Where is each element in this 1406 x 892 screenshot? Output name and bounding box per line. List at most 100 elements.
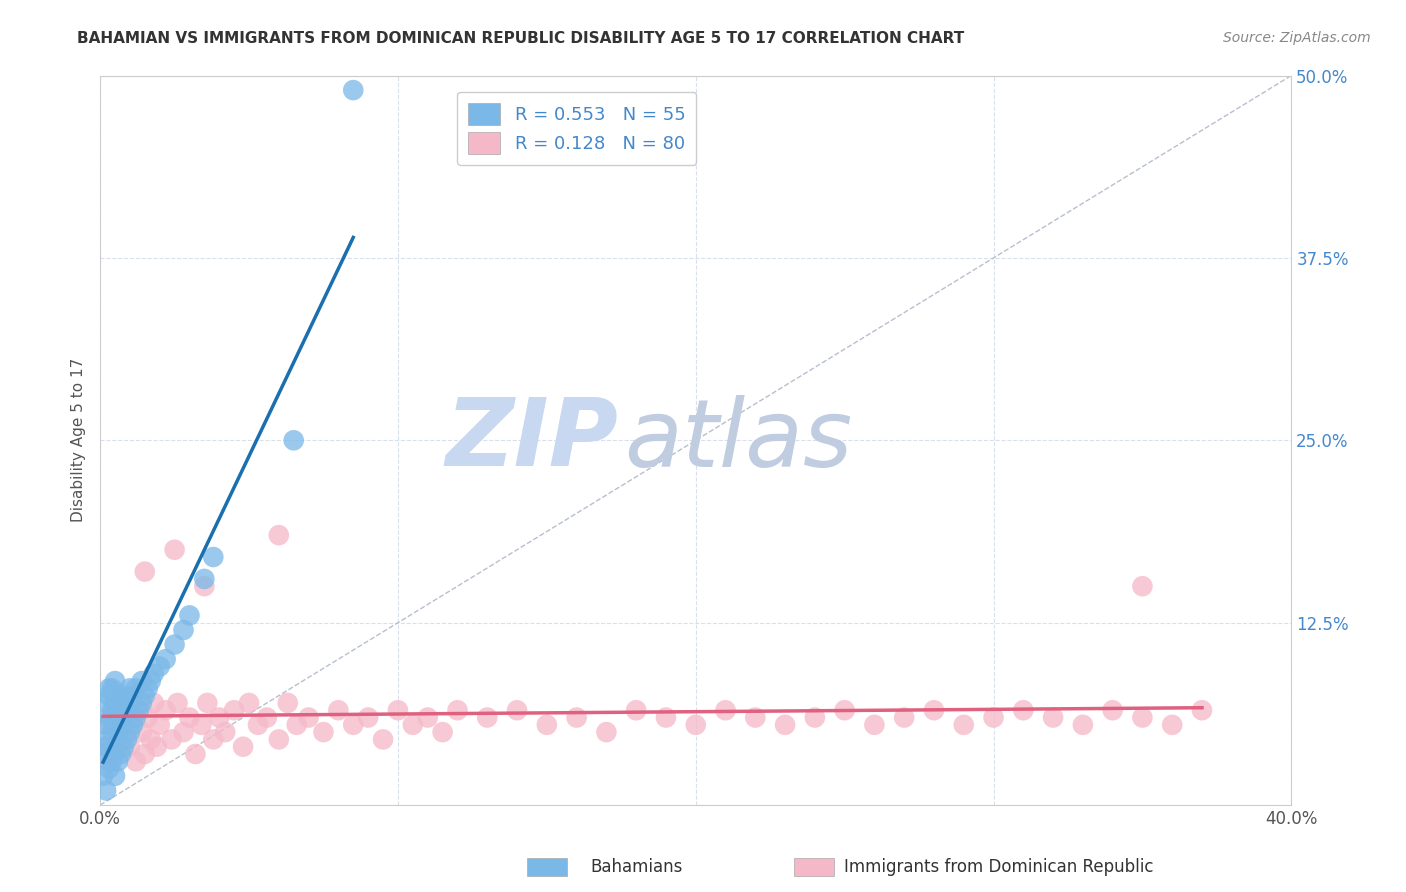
Point <box>506 703 529 717</box>
Point <box>155 703 177 717</box>
Point <box>110 703 132 717</box>
Point <box>91 739 114 754</box>
Point <box>125 710 148 724</box>
Point <box>179 710 201 724</box>
Point <box>115 732 138 747</box>
Point <box>134 747 156 761</box>
Point <box>804 710 827 724</box>
Point <box>107 754 129 768</box>
Point <box>952 718 974 732</box>
Point <box>125 681 148 696</box>
Point <box>94 718 117 732</box>
Point <box>98 681 121 696</box>
Point <box>432 725 454 739</box>
Text: ZIP: ZIP <box>446 394 619 486</box>
Point <box>112 689 135 703</box>
Point <box>1132 710 1154 724</box>
Point <box>163 638 186 652</box>
Point <box>134 689 156 703</box>
Point <box>139 732 162 747</box>
Point <box>1161 718 1184 732</box>
Point <box>714 703 737 717</box>
Point <box>155 652 177 666</box>
Point <box>477 710 499 724</box>
Point <box>232 739 254 754</box>
Point <box>98 762 121 776</box>
Point <box>246 718 269 732</box>
Text: Source: ZipAtlas.com: Source: ZipAtlas.com <box>1223 31 1371 45</box>
Point <box>160 732 183 747</box>
Point <box>104 674 127 689</box>
Point <box>118 703 141 717</box>
Point <box>238 696 260 710</box>
Point <box>118 739 141 754</box>
Point <box>94 739 117 754</box>
Point <box>104 696 127 710</box>
Point <box>101 703 124 717</box>
Point <box>139 674 162 689</box>
Text: atlas: atlas <box>624 395 852 486</box>
Point <box>149 659 172 673</box>
Point <box>922 703 945 717</box>
Point <box>1132 579 1154 593</box>
Point <box>104 739 127 754</box>
Point <box>173 623 195 637</box>
Point <box>115 696 138 710</box>
Point <box>893 710 915 724</box>
Point <box>208 710 231 724</box>
Point <box>131 725 153 739</box>
Point <box>267 732 290 747</box>
Point <box>184 747 207 761</box>
Point <box>98 689 121 703</box>
Point <box>101 681 124 696</box>
Point <box>685 718 707 732</box>
Point <box>312 725 335 739</box>
Point <box>125 754 148 768</box>
Point <box>1012 703 1035 717</box>
Point <box>744 710 766 724</box>
Point <box>195 696 218 710</box>
Text: Bahamians: Bahamians <box>591 858 683 876</box>
Point <box>983 710 1005 724</box>
Point <box>371 732 394 747</box>
Point <box>112 739 135 754</box>
Point <box>131 696 153 710</box>
Point <box>94 783 117 797</box>
Point <box>224 703 246 717</box>
Text: BAHAMIAN VS IMMIGRANTS FROM DOMINICAN REPUBLIC DISABILITY AGE 5 TO 17 CORRELATIO: BAHAMIAN VS IMMIGRANTS FROM DOMINICAN RE… <box>77 31 965 46</box>
Point <box>136 681 159 696</box>
Point <box>94 696 117 710</box>
Point <box>107 725 129 739</box>
Y-axis label: Disability Age 5 to 17: Disability Age 5 to 17 <box>72 359 86 523</box>
Point <box>277 696 299 710</box>
Point <box>446 703 468 717</box>
Point <box>202 549 225 564</box>
Point <box>328 703 350 717</box>
Point <box>142 666 165 681</box>
Point <box>595 725 617 739</box>
Point <box>128 703 150 717</box>
Point <box>101 710 124 724</box>
Point <box>145 739 167 754</box>
Point <box>98 710 121 724</box>
Point <box>136 710 159 724</box>
Point <box>94 718 117 732</box>
Point <box>110 696 132 710</box>
Point <box>773 718 796 732</box>
Point <box>1101 703 1123 717</box>
Point <box>104 747 127 761</box>
Point <box>104 769 127 783</box>
Point <box>91 747 114 761</box>
Point <box>107 703 129 717</box>
Point <box>112 710 135 724</box>
Point <box>283 434 305 448</box>
Point <box>416 710 439 724</box>
Point <box>655 710 678 724</box>
Point <box>110 718 132 732</box>
Point <box>110 747 132 761</box>
Point <box>536 718 558 732</box>
Point <box>387 703 409 717</box>
Point <box>131 674 153 689</box>
Point <box>256 710 278 724</box>
Point <box>101 754 124 768</box>
